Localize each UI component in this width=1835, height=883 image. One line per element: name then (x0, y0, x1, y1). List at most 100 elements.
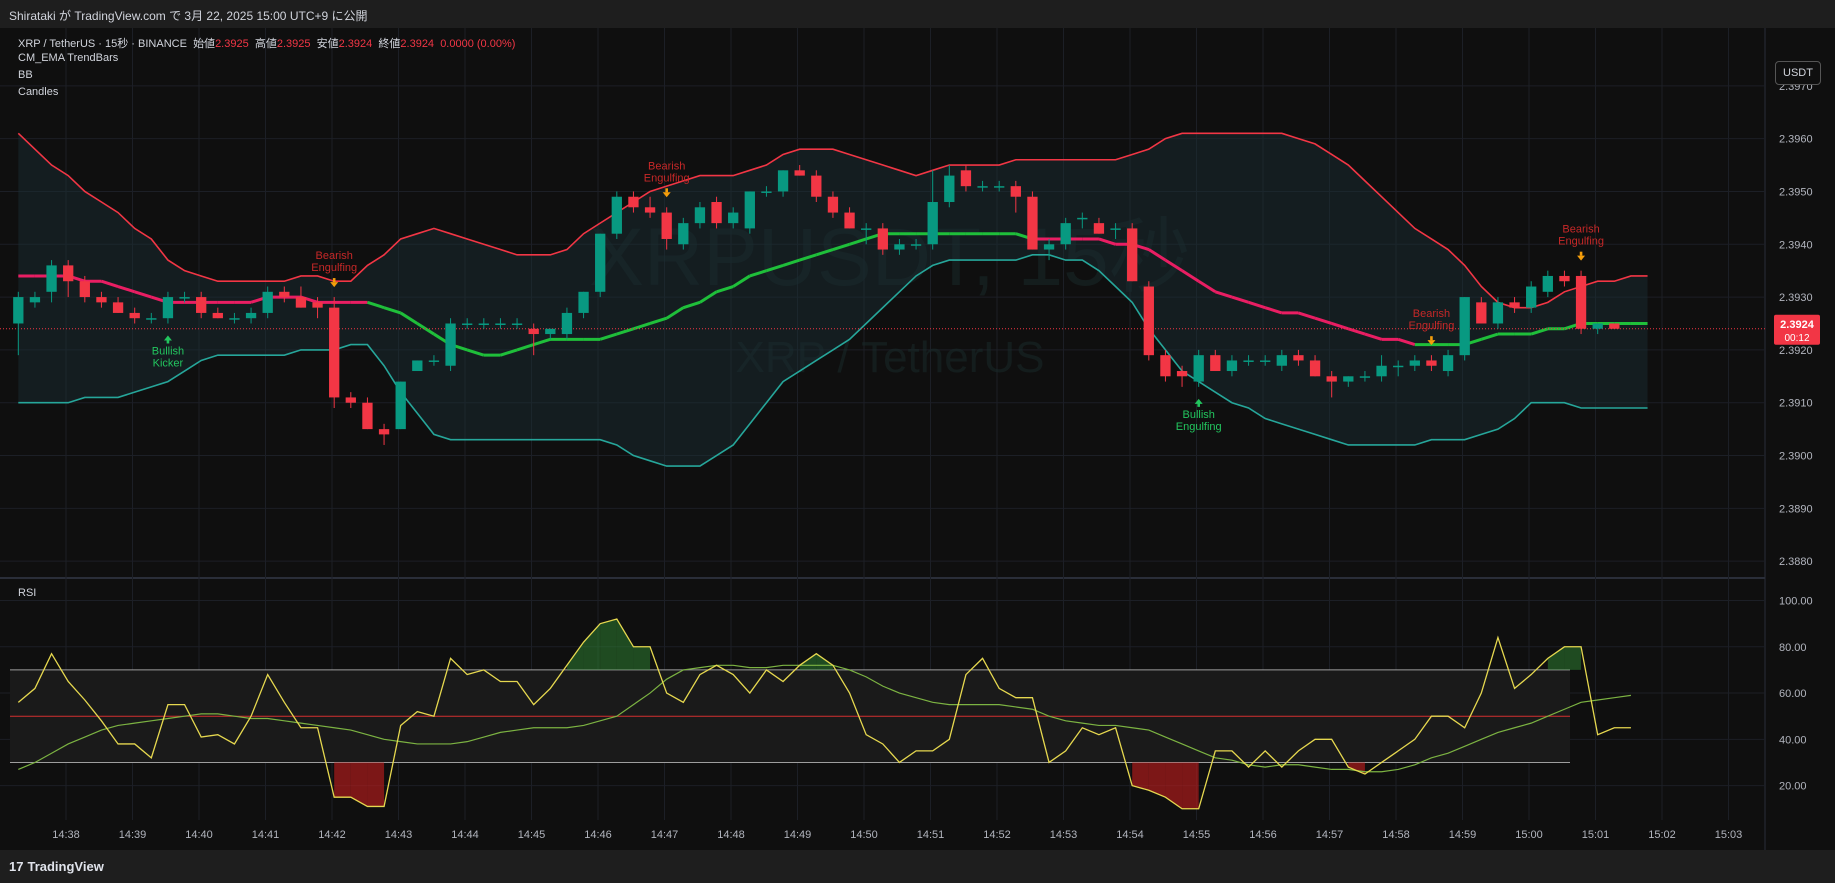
candle-body (245, 312, 257, 319)
currency-button[interactable]: USDT (1775, 61, 1821, 85)
x-tick-label: 14:45 (518, 829, 546, 841)
candle-body (644, 207, 656, 213)
bb-basis-segment (832, 242, 851, 251)
x-tick-label: 14:56 (1249, 829, 1277, 841)
bb-basis-segment (399, 311, 419, 325)
bb-basis-segment (1248, 300, 1266, 310)
bearish-arrow-stem (332, 278, 336, 283)
candle-body (146, 318, 157, 320)
candle-body (761, 191, 772, 193)
candle-body (495, 323, 506, 325)
x-tick-label: 14:46 (584, 829, 612, 841)
watermark-sub: XRP / TetherUS (736, 333, 1045, 382)
candle-body (1426, 360, 1437, 366)
bb-lower-line (18, 254, 1648, 467)
candle-body (1160, 355, 1171, 377)
candle-body (112, 302, 124, 313)
candle-body (528, 328, 539, 335)
candle-body (678, 223, 689, 245)
bb-basis-segment (1347, 327, 1366, 336)
bb-basis-segment (366, 300, 385, 310)
pattern-label-bearish: Engulfing (1409, 320, 1455, 332)
bb-basis-segment (1530, 327, 1549, 336)
legend-ohlc: XRP / TetherUS · 15秒 · BINANCE 始値2.3925 … (18, 35, 515, 51)
candle-body (844, 212, 855, 229)
candle-body (179, 297, 190, 299)
candle-body (910, 244, 922, 246)
bb-basis-segment (100, 279, 119, 288)
x-tick-label: 14:54 (1116, 829, 1144, 841)
bb-basis-segment (466, 348, 485, 357)
candle-body (1027, 196, 1038, 250)
candle-body (977, 186, 988, 188)
x-tick-label: 14:43 (385, 829, 413, 841)
bb-basis-segment (765, 263, 784, 273)
candle-body (162, 297, 174, 319)
candle-body (827, 196, 839, 213)
price-tick-label: 2.3900 (1779, 451, 1813, 463)
candle-body (1343, 376, 1354, 382)
bearish-arrow-stem (665, 188, 668, 193)
chart-frame[interactable]: XRPUSDT, 15秒 XRP / TetherUS Bullish Kicker B… (0, 28, 1835, 850)
x-tick-label: 14:50 (850, 829, 878, 841)
rsi-tick-label: 100.00 (1779, 596, 1813, 608)
candle-body (811, 175, 822, 197)
bb-basis-segment (383, 306, 402, 315)
price-badge-value: 2.3924 (1780, 319, 1815, 331)
candle-body (395, 381, 406, 430)
candle-body (79, 281, 90, 298)
legend-open-label: 始値 (193, 38, 216, 50)
candle-body (412, 360, 423, 372)
pattern-label-bearish: Bearish (316, 250, 353, 262)
candle-body (229, 318, 240, 320)
candle-body (1526, 286, 1537, 308)
rsi-tick-label: 20.00 (1779, 781, 1807, 793)
bb-basis-segment (682, 300, 701, 310)
candle-body (478, 323, 489, 325)
candle-body (927, 202, 938, 245)
candle-body (262, 291, 273, 313)
candle-body (960, 170, 972, 187)
price-badge (1774, 314, 1820, 345)
bb-basis-segment (632, 322, 651, 331)
legend-indicator-bb[interactable]: BB (18, 69, 33, 81)
candle-body (994, 186, 1005, 188)
price-tick-label: 2.3940 (1779, 239, 1813, 251)
candle-body (462, 323, 473, 325)
candle-body (1326, 376, 1337, 382)
candle-body (1093, 223, 1105, 234)
pattern-label-bullish: Engulfing (1176, 421, 1222, 433)
candle-body (1609, 323, 1620, 329)
candle-body (312, 302, 323, 308)
footer-bar: 17 TradingView (0, 850, 1835, 883)
x-tick-label: 15:01 (1582, 829, 1610, 841)
candle-body (595, 233, 606, 292)
candle-body (1542, 275, 1553, 292)
candle-body (1409, 360, 1420, 366)
tradingview-logo[interactable]: 17 TradingView (9, 859, 104, 874)
legend-indicator-candles[interactable]: Candles (18, 86, 59, 98)
price-tick-label: 2.3880 (1779, 556, 1813, 568)
candle-body (329, 307, 340, 398)
pattern-label-bearish: Engulfing (644, 172, 690, 184)
bb-basis-segment (699, 290, 718, 304)
bb-basis-segment (1264, 306, 1283, 315)
rsi-overbought-fill (633, 646, 651, 670)
x-tick-label: 14:44 (451, 829, 479, 841)
x-tick-label: 14:52 (983, 829, 1011, 841)
candle-body (511, 323, 523, 325)
candle-body (295, 297, 307, 308)
bearish-arrow-icon (1577, 255, 1586, 261)
candle-body (1476, 302, 1487, 324)
candle-body (1176, 371, 1188, 377)
bb-basis-segment (616, 327, 634, 336)
rsi-label[interactable]: RSI (18, 587, 37, 599)
candle-body (628, 196, 639, 208)
pattern-label-bullish: Bullish (152, 345, 184, 357)
legend-indicator-cm-ema[interactable]: CM_EMA TrendBars (18, 52, 119, 64)
candle-body (1442, 355, 1454, 372)
candle-body (1459, 297, 1470, 356)
legend-symbol: XRP / TetherUS · 15秒 · BINANCE (18, 38, 187, 50)
candle-body (196, 297, 207, 313)
